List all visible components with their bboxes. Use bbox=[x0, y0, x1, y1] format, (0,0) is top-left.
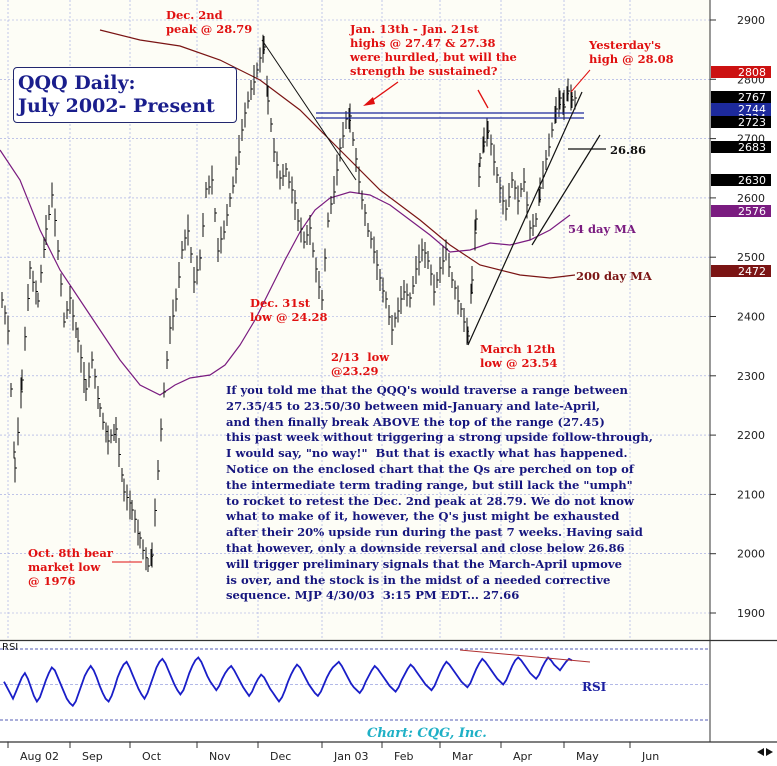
chart-credit: Chart: CQG, Inc. bbox=[367, 726, 487, 741]
annotation-oct8-low: Oct. 8th bear market low @ 1976 bbox=[28, 546, 113, 588]
chart-title-line-1: QQQ Daily: bbox=[18, 72, 136, 94]
scroll-arrows[interactable] bbox=[757, 748, 773, 756]
price-tag bbox=[711, 174, 771, 186]
jan-callout-arrow-2 bbox=[477, 89, 489, 109]
annotation-54-day-ma: 54 day MA bbox=[568, 222, 636, 236]
x-axis-ticks: Aug 02 Sep Oct Nov Dec Jan 03 Feb Mar Apr May Jun bbox=[7, 742, 659, 763]
y-tick-label: 2900 bbox=[737, 14, 765, 27]
price-tag-label: 2630 bbox=[738, 174, 766, 187]
price-axis: 2900280027002600250024002300220021002000… bbox=[709, 0, 777, 766]
price-bars bbox=[1, 34, 577, 572]
annotation-yesterday-high: Yesterday's high @ 28.08 bbox=[589, 38, 674, 66]
trend-lines bbox=[261, 39, 601, 346]
ma54-line bbox=[0, 149, 571, 396]
price-tag-label: 2576 bbox=[738, 205, 766, 218]
annotation-dec31-low: Dec. 31st low @ 24.28 bbox=[250, 296, 328, 324]
y-tick-label: 2100 bbox=[737, 488, 765, 501]
y-tick-label: 1900 bbox=[737, 607, 765, 620]
x-tick-label: Sep bbox=[82, 750, 103, 763]
price-tag-label: 2767 bbox=[738, 91, 766, 104]
y-tick-label: 2300 bbox=[737, 370, 765, 383]
price-tag-label: 2683 bbox=[738, 141, 766, 154]
price-tags: 280827672744273427232683263025762472 bbox=[711, 66, 771, 278]
x-axis: Aug 02 Sep Oct Nov Dec Jan 03 Feb Mar Apr May Jun bbox=[0, 639, 777, 763]
chart-title-line-2: July 2002- Present bbox=[18, 95, 215, 117]
rsi-curve bbox=[3, 656, 573, 708]
rsi-panel-tag: RSI bbox=[2, 642, 19, 653]
price-axis-ticks: 2900280027002600250024002300220021002000… bbox=[710, 14, 765, 620]
y-tick-label: 2600 bbox=[737, 192, 765, 205]
price-tag-label: 2472 bbox=[738, 265, 766, 278]
ma200-curve bbox=[99, 29, 576, 279]
x-tick-label: Dec bbox=[270, 750, 291, 763]
annotation-jan-highs: Jan. 13th - Jan. 21st highs @ 27.47 & 27… bbox=[350, 22, 517, 78]
y-tick-label: 2200 bbox=[737, 429, 765, 442]
x-tick-label: Oct bbox=[142, 750, 162, 763]
uptrend-line-2 bbox=[531, 134, 601, 246]
annotation-feb13-low: 2/13 low @23.29 bbox=[331, 350, 390, 378]
rsi-divergence-line bbox=[459, 649, 591, 663]
yesterday-callout-line bbox=[570, 69, 591, 93]
annotation-level-2686: 26.86 bbox=[610, 143, 647, 157]
x-tick-label: Apr bbox=[513, 750, 533, 763]
price-tag bbox=[711, 116, 771, 128]
x-tick-label: Jun bbox=[641, 750, 659, 763]
rsi-line bbox=[3, 649, 591, 708]
price-tag bbox=[711, 91, 771, 103]
x-tick-label: May bbox=[576, 750, 599, 763]
y-tick-label: 2400 bbox=[737, 311, 765, 324]
chart-title-box: QQQ Daily: July 2002- Present bbox=[13, 67, 237, 123]
jan-callout-arrowhead bbox=[363, 97, 375, 106]
annotation-dec2-peak: Dec. 2nd peak @ 28.79 bbox=[166, 8, 253, 36]
annotation-200-day-ma: 200 day MA bbox=[576, 269, 652, 283]
ma200-line bbox=[99, 29, 576, 279]
y-tick-label: 2000 bbox=[737, 548, 765, 561]
price-tag bbox=[711, 205, 771, 217]
price-tag-label: 2808 bbox=[738, 66, 766, 79]
price-tag-label: 2723 bbox=[738, 116, 766, 129]
price-tag bbox=[711, 141, 771, 153]
range-level-lines bbox=[316, 112, 584, 119]
x-tick-label: Aug 02 bbox=[20, 750, 59, 763]
rsi-series-label: RSI bbox=[582, 680, 607, 694]
ma54-curve bbox=[0, 149, 571, 396]
uptrend-line-1 bbox=[467, 91, 583, 346]
price-tag bbox=[711, 66, 771, 78]
rsi-panel-background bbox=[0, 641, 710, 741]
scroll-right-icon[interactable] bbox=[766, 748, 773, 756]
jan-callout-arrow bbox=[369, 81, 399, 103]
chart-commentary: If you told me that the QQQ's would trav… bbox=[226, 383, 653, 603]
y-tick-label: 2500 bbox=[737, 251, 765, 264]
scroll-left-icon[interactable] bbox=[757, 748, 764, 756]
price-tag bbox=[711, 265, 771, 277]
callout-arrows bbox=[112, 69, 606, 563]
downtrend-line bbox=[261, 39, 357, 181]
x-tick-label: Mar bbox=[452, 750, 473, 763]
x-tick-label: Feb bbox=[394, 750, 413, 763]
x-tick-label: Jan 03 bbox=[333, 750, 368, 763]
annotation-mar12-low: March 12th low @ 23.54 bbox=[480, 342, 558, 370]
x-tick-label: Nov bbox=[209, 750, 231, 763]
